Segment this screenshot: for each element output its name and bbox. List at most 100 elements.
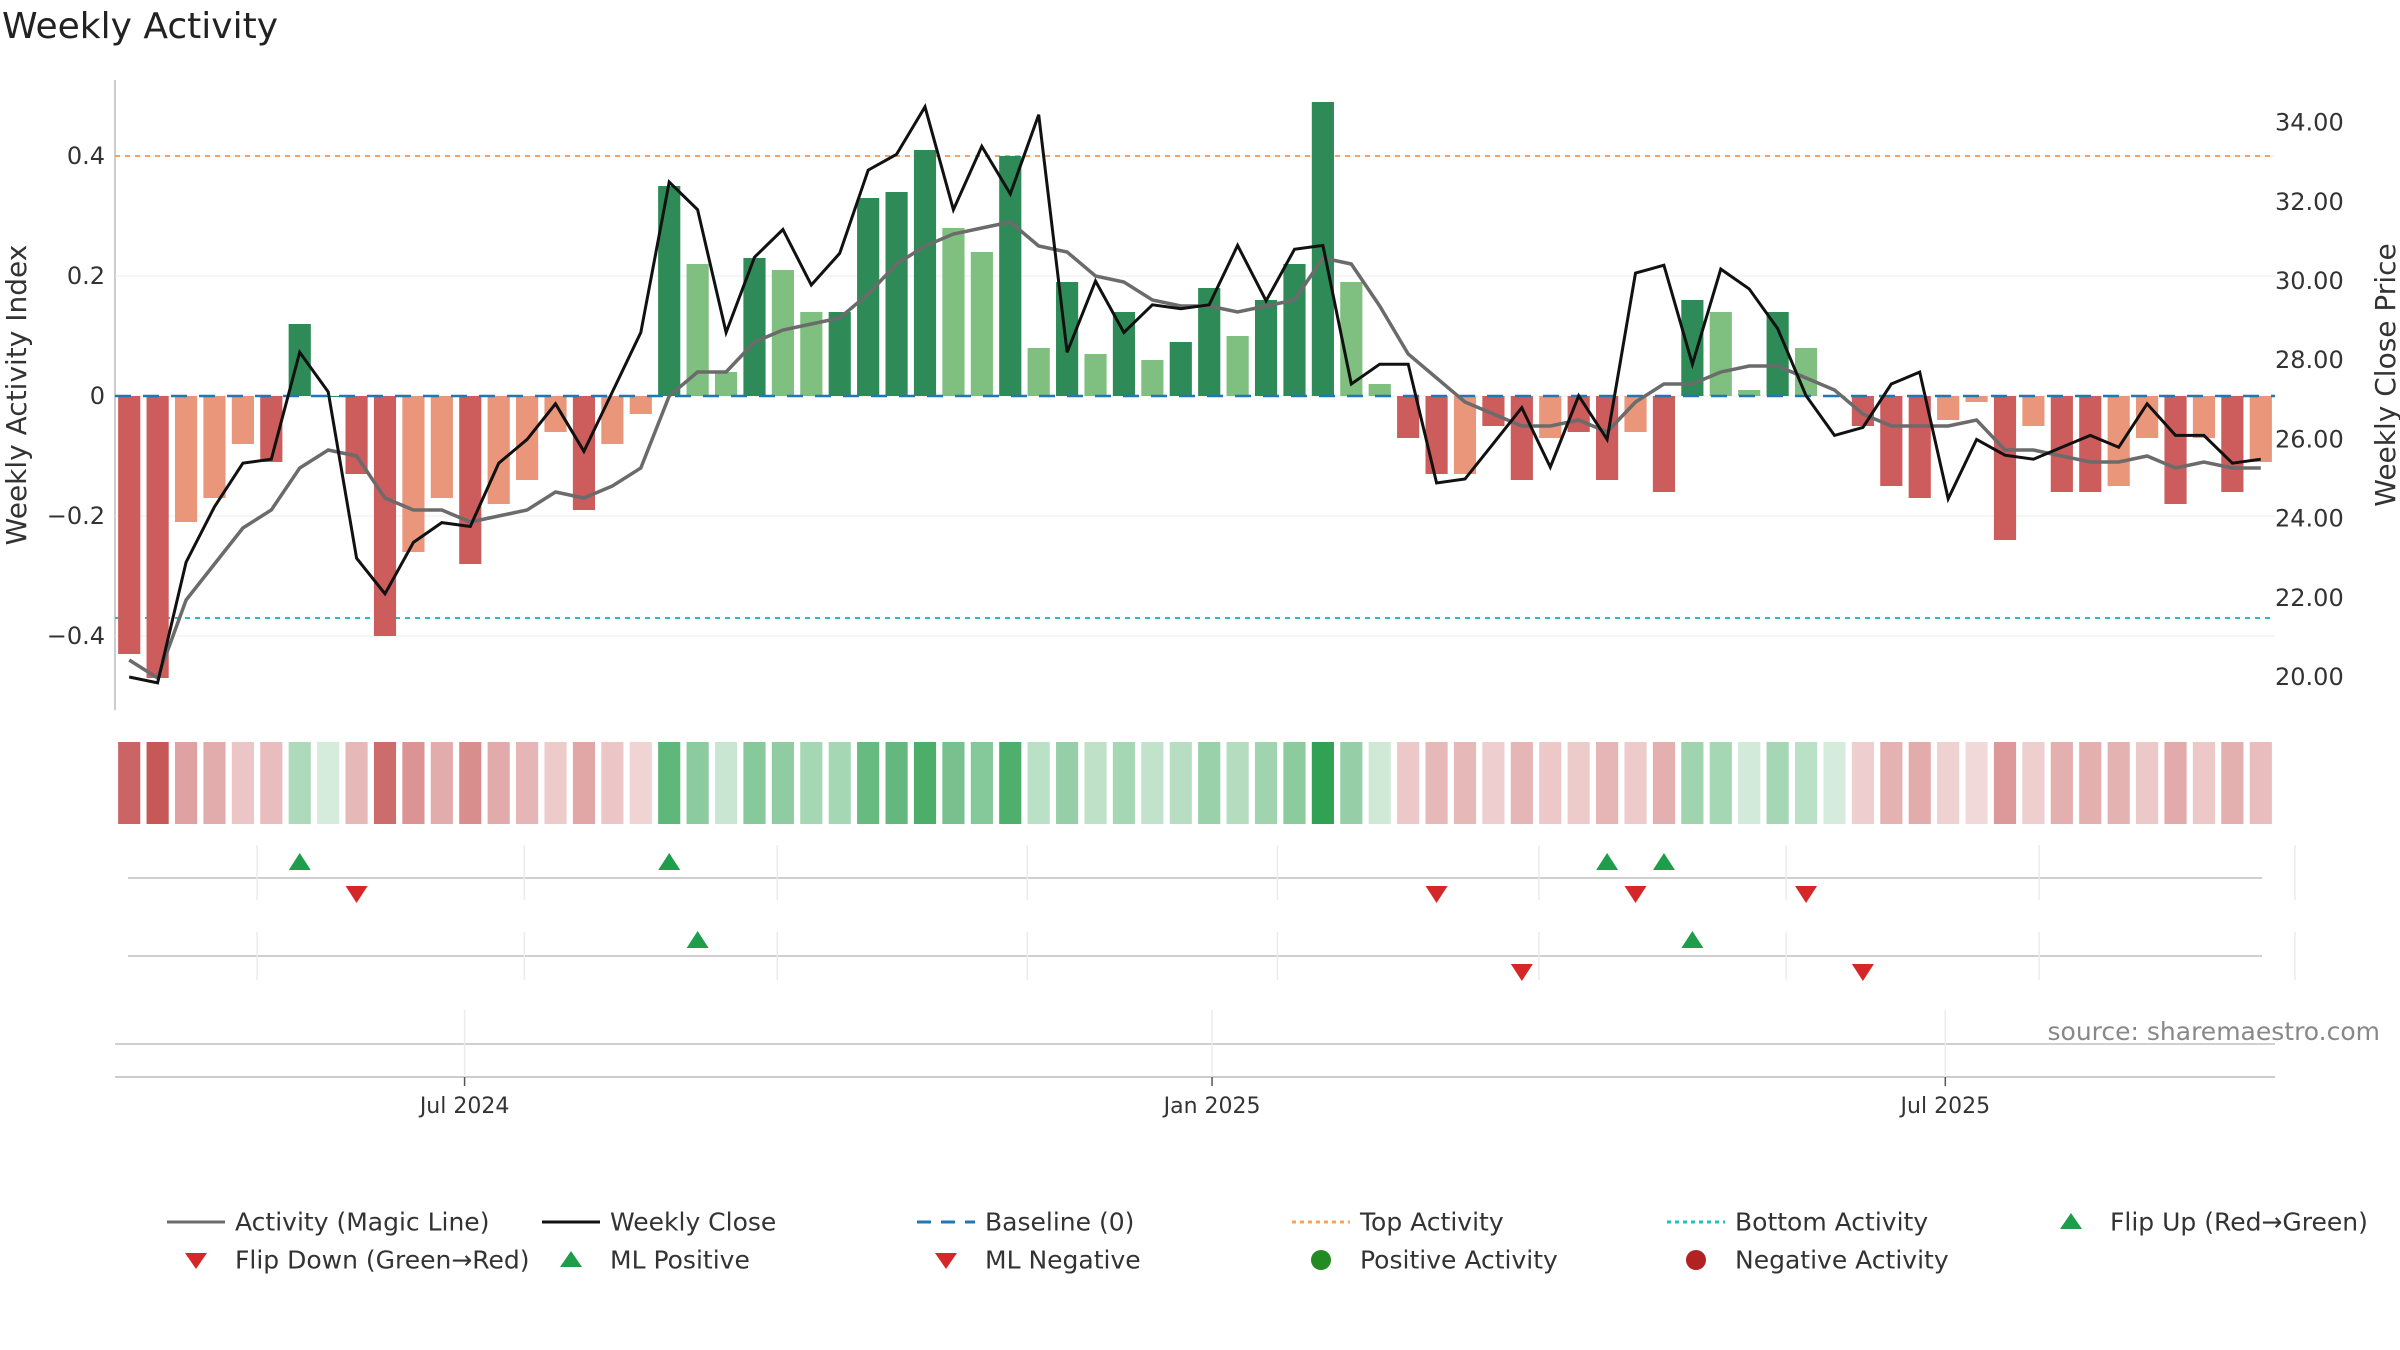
activity-bar — [1397, 396, 1420, 438]
legend-item: Top Activity — [1290, 1206, 1504, 1237]
heat-cell — [1169, 742, 1192, 824]
legend: Activity (Magic Line) Weekly Close Baselin… — [160, 1206, 2400, 1286]
legend-swatch — [2060, 1213, 2082, 1229]
legend-label: ML Positive — [610, 1245, 750, 1275]
legend-swatch — [935, 1253, 957, 1269]
heat-cell — [1112, 742, 1136, 824]
legend-label: Baseline (0) — [985, 1207, 1135, 1237]
heat-cell — [658, 742, 681, 824]
y2-tick-label: 24.00 — [2275, 505, 2344, 533]
activity-bar — [771, 270, 794, 396]
ml-positive-marker — [686, 931, 709, 948]
activity-bar — [1169, 342, 1192, 396]
heat-cell — [1937, 742, 1960, 824]
y-tick-label: −0.4 — [47, 622, 105, 650]
legend-swatch — [560, 1251, 582, 1267]
legend-swatch — [542, 1220, 600, 1224]
heat-cell — [629, 742, 652, 824]
legend-label: Flip Up (Red→Green) — [2110, 1207, 2368, 1237]
flip-up-marker — [288, 853, 311, 870]
y2-axis-label: Weekly Close Price — [2369, 243, 2400, 506]
heat-cell — [2221, 742, 2244, 824]
heat-cell — [572, 742, 596, 824]
ml-negative-marker — [1851, 964, 1874, 981]
x-tick-label: Jul 2025 — [1899, 1094, 1991, 1119]
activity-bar — [2079, 396, 2102, 492]
activity-bar — [1794, 348, 1818, 396]
legend-item: Positive Activity — [1290, 1244, 1558, 1275]
legend-item: Negative Activity — [1665, 1244, 1949, 1275]
activity-bar — [800, 312, 823, 396]
activity-bar — [601, 396, 624, 444]
legend-item: Baseline (0) — [915, 1206, 1134, 1237]
activity-bar — [658, 186, 681, 396]
activity-bar — [1141, 360, 1164, 396]
heat-cell — [999, 742, 1022, 824]
heat-cell — [1141, 742, 1164, 824]
heat-cell — [2022, 742, 2045, 824]
y-tick-label: 0 — [90, 382, 105, 410]
legend-item: Weekly Close — [540, 1206, 776, 1237]
legend-item: Flip Down (Green→Red) — [165, 1244, 530, 1275]
weekly-close-line — [128, 103, 2262, 685]
activity-bar — [146, 396, 169, 678]
activity-bar — [402, 396, 425, 552]
heat-cell — [1908, 742, 1931, 824]
ml-positive-marker — [1681, 931, 1704, 948]
legend-label: Positive Activity — [1360, 1245, 1558, 1275]
heat-cell — [1596, 742, 1619, 824]
activity-bar — [970, 252, 993, 396]
activity-bar — [459, 396, 482, 564]
activity-bar — [203, 396, 226, 498]
y-tick-label: 0.4 — [67, 142, 105, 170]
heat-cell — [203, 742, 226, 824]
heat-cell — [146, 742, 169, 824]
y2-tick-label: 32.00 — [2275, 188, 2344, 216]
heat-cell — [459, 742, 482, 824]
heat-cell — [2079, 742, 2102, 824]
heat-cell — [1283, 742, 1306, 824]
activity-bar — [1112, 312, 1136, 396]
heat-cell — [857, 742, 880, 824]
activity-bar — [1766, 312, 1789, 396]
flip-up-marker — [1652, 853, 1675, 870]
activity-bar — [1425, 396, 1448, 474]
heat-cell — [913, 742, 937, 824]
heat-cell — [516, 742, 539, 824]
heat-cell — [601, 742, 624, 824]
y2-tick-label: 20.00 — [2275, 663, 2344, 691]
heat-cell — [1567, 742, 1590, 824]
activity-bar — [1084, 354, 1107, 396]
heat-cell — [828, 742, 851, 824]
legend-label: Top Activity — [1360, 1207, 1504, 1237]
heat-cell — [714, 742, 738, 824]
heat-cell — [2050, 742, 2073, 824]
heat-cell — [1397, 742, 1420, 824]
heat-cell — [1311, 742, 1334, 824]
activity-bar — [1709, 312, 1732, 396]
legend-swatch — [167, 1220, 225, 1224]
activity-bar — [2050, 396, 2073, 492]
activity-bar — [828, 312, 851, 396]
heat-cell — [942, 742, 965, 824]
heat-cell — [1027, 742, 1050, 824]
activity-bar — [373, 396, 397, 636]
activity-bar — [942, 228, 965, 396]
heat-cell — [2249, 742, 2272, 824]
heat-cell — [345, 742, 368, 824]
activity-bar — [1851, 396, 1874, 426]
legend-item: Activity (Magic Line) — [165, 1206, 489, 1237]
heat-cell — [2107, 742, 2130, 824]
heat-cell — [118, 742, 141, 824]
flip-down-marker — [345, 886, 368, 903]
activity-bar — [1880, 396, 1903, 486]
heat-cell — [174, 742, 198, 824]
activity-bar — [260, 396, 283, 462]
activity-bar — [1283, 264, 1306, 396]
heat-cell — [2164, 742, 2187, 824]
heat-cell — [2192, 742, 2216, 824]
heat-cell — [1539, 742, 1562, 824]
activity-bar — [1738, 390, 1761, 396]
heat-cell — [1510, 742, 1533, 824]
heat-cell — [771, 742, 794, 824]
